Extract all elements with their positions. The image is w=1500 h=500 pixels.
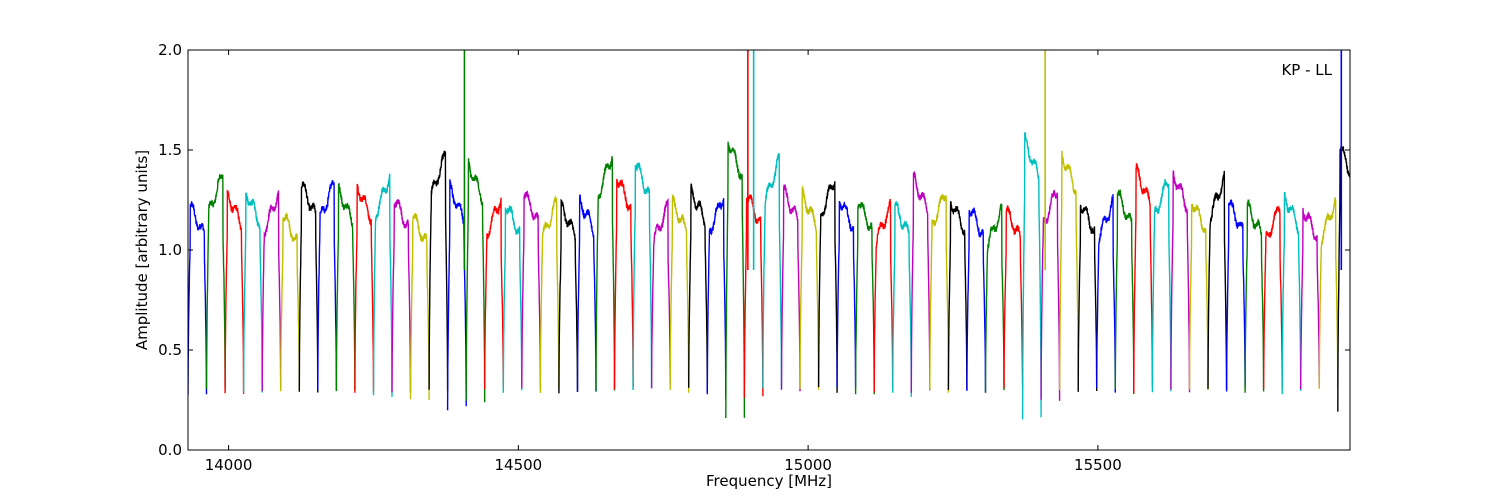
channel-trace [669, 194, 690, 393]
channel-trace [688, 183, 708, 393]
channel-trace [1021, 132, 1042, 420]
channel-trace [558, 198, 579, 394]
channel-trace [762, 152, 783, 389]
y-tick-label: 2.0 [158, 41, 182, 59]
channel-trace [650, 197, 671, 389]
channel-trace [428, 150, 449, 391]
channel-trace [1244, 198, 1265, 393]
x-axis-label: Frequency [MHz] [706, 472, 832, 490]
channel-annotation: KP - LL [1281, 61, 1332, 79]
channel-trace [1003, 205, 1024, 389]
channel-trace [502, 204, 523, 393]
channel-trace [317, 180, 338, 391]
channel-trace [521, 190, 542, 390]
channel-trace [929, 193, 950, 393]
channel-trace [1077, 204, 1098, 392]
channel-trace [613, 178, 634, 390]
channel-trace [465, 158, 486, 403]
channel-trace [280, 211, 300, 392]
channel-trace [261, 190, 282, 392]
channel-trace [1040, 189, 1061, 401]
channel-trace [799, 185, 820, 390]
x-tick-label: 14000 [205, 456, 253, 474]
channel-trace [892, 201, 912, 397]
channel-trace [242, 192, 263, 393]
series-layer [188, 50, 1350, 420]
channel-trace [984, 203, 1005, 393]
channel-trace [1151, 178, 1172, 393]
channel-trace [1058, 150, 1079, 391]
ticks-layer: 14000 14500 15000 15500 0.0 0.5 1.0 1.5 2.0 [158, 41, 1350, 474]
channel-trace [354, 183, 375, 393]
channel-trace [910, 170, 931, 393]
channel-trace [706, 198, 727, 399]
y-tick-label: 0.0 [158, 441, 182, 459]
channel-trace [224, 189, 245, 394]
channel-trace [409, 213, 430, 401]
channel-trace [1133, 163, 1154, 394]
channel-trace [854, 202, 875, 395]
channel-trace [966, 207, 987, 393]
y-tick-label: 1.0 [158, 241, 182, 259]
channel-trace [372, 173, 393, 397]
channel-trace [725, 141, 746, 419]
channel-trace [1096, 194, 1116, 393]
channel-trace [1170, 170, 1191, 393]
channel-trace [1188, 203, 1209, 391]
y-axis-label: Amplitude [arbitrary units] [133, 150, 151, 350]
channel-trace [595, 156, 616, 392]
channel-trace [1300, 207, 1320, 390]
channel-trace [836, 200, 857, 388]
channel-trace [576, 194, 597, 393]
channel-trace [947, 201, 968, 391]
channel-trace [1281, 191, 1302, 395]
channel-trace [298, 180, 319, 393]
channel-trace [780, 184, 801, 392]
y-tick-label: 0.5 [158, 341, 182, 359]
channel-trace [391, 199, 412, 393]
channel-trace [539, 195, 560, 393]
x-tick-label: 14500 [494, 456, 542, 474]
x-tick-label: 15500 [1074, 456, 1122, 474]
channel-trace [1207, 170, 1228, 390]
channel-trace [484, 197, 504, 390]
channel-trace [632, 162, 653, 391]
channel-trace [1262, 205, 1283, 389]
y-tick-label: 1.5 [158, 141, 182, 159]
channel-trace [1318, 197, 1339, 389]
channel-trace [446, 179, 467, 411]
x-tick-label: 15000 [784, 456, 832, 474]
channel-trace [188, 200, 208, 396]
channel-trace [1114, 188, 1135, 395]
channel-trace [1225, 199, 1246, 392]
channel-trace [817, 181, 838, 393]
channel-trace [335, 183, 356, 392]
channel-trace [205, 174, 226, 389]
channel-trace [873, 198, 894, 393]
